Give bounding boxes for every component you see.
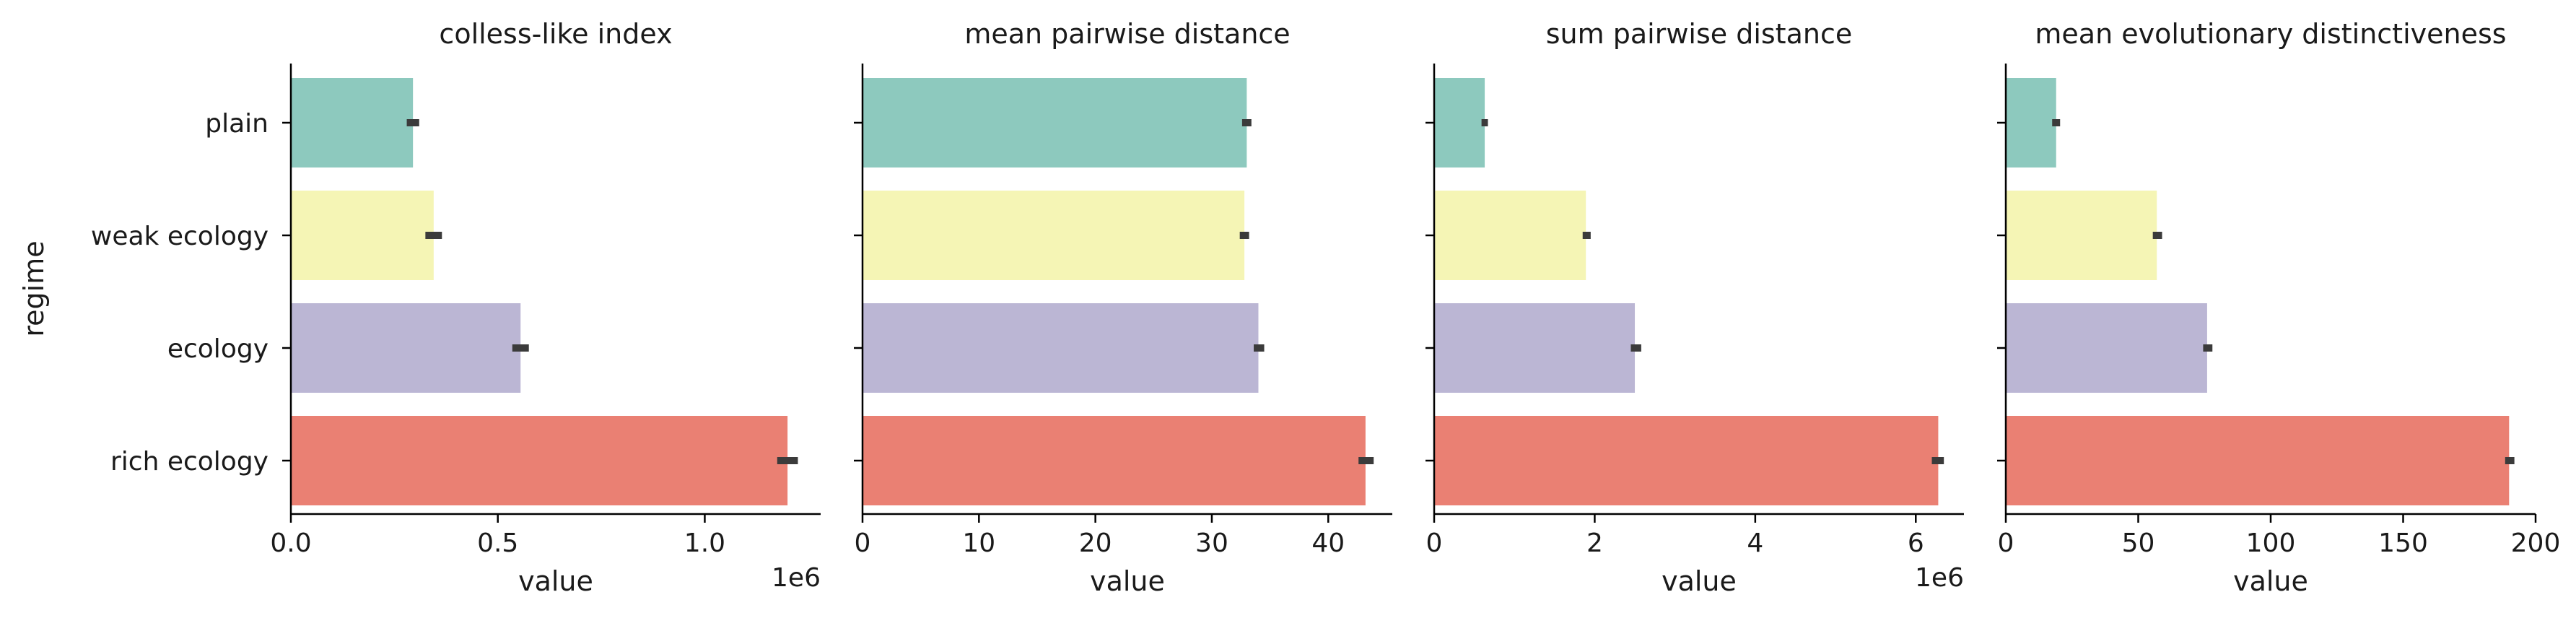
x-tick-label: 4 [1747, 528, 1763, 558]
bar [1434, 303, 1636, 393]
x-tick-label: 2 [1586, 528, 1603, 558]
y-tick-label: rich ecology [110, 447, 268, 476]
y-axis-label: regime [18, 240, 50, 336]
bar [291, 416, 788, 505]
panel-title: mean evolutionary distinctiveness [2035, 18, 2506, 50]
bar [863, 416, 1366, 505]
y-tick-label: plain [205, 109, 268, 139]
x-tick-label: 40 [1311, 528, 1345, 558]
bar [863, 191, 1245, 280]
x-tick-label: 0 [1426, 528, 1443, 558]
bar [1434, 191, 1586, 280]
bar [863, 303, 1259, 393]
x-tick-label: 0.5 [477, 528, 518, 558]
bar [291, 78, 414, 167]
panel-title: mean pairwise distance [964, 18, 1290, 50]
x-axis-label: value [1090, 565, 1165, 597]
bar [863, 78, 1247, 167]
bar [2006, 191, 2157, 280]
bar [2006, 303, 2207, 393]
bar [2006, 78, 2056, 167]
y-tick-label: weak ecology [91, 222, 268, 251]
x-tick-label: 30 [1195, 528, 1228, 558]
x-tick-label: 150 [2378, 528, 2428, 558]
x-tick-label: 0 [1998, 528, 2014, 558]
x-tick-label: 100 [2246, 528, 2296, 558]
bar [2006, 416, 2510, 505]
x-axis-label: value [518, 565, 593, 597]
x-tick-label: 10 [962, 528, 995, 558]
bar [1434, 416, 1939, 505]
x-tick-label: 200 [2511, 528, 2561, 558]
bar [291, 191, 434, 280]
x-tick-label: 50 [2122, 528, 2155, 558]
x-tick-label: 20 [1079, 528, 1112, 558]
x-tick-label: 1.0 [684, 528, 725, 558]
x-tick-label: 0 [855, 528, 871, 558]
axis-offset-text: 1e6 [772, 563, 821, 593]
y-tick-label: ecology [167, 334, 268, 364]
x-tick-label: 6 [1908, 528, 1924, 558]
x-axis-label: value [2233, 565, 2308, 597]
x-axis-label: value [1662, 565, 1737, 597]
panel-title: colless-like index [439, 18, 672, 50]
x-tick-label: 0.0 [270, 528, 311, 558]
panel-title: sum pairwise distance [1546, 18, 1852, 50]
bar [1434, 78, 1485, 167]
axis-offset-text: 1e6 [1915, 563, 1964, 593]
bar [291, 303, 521, 393]
